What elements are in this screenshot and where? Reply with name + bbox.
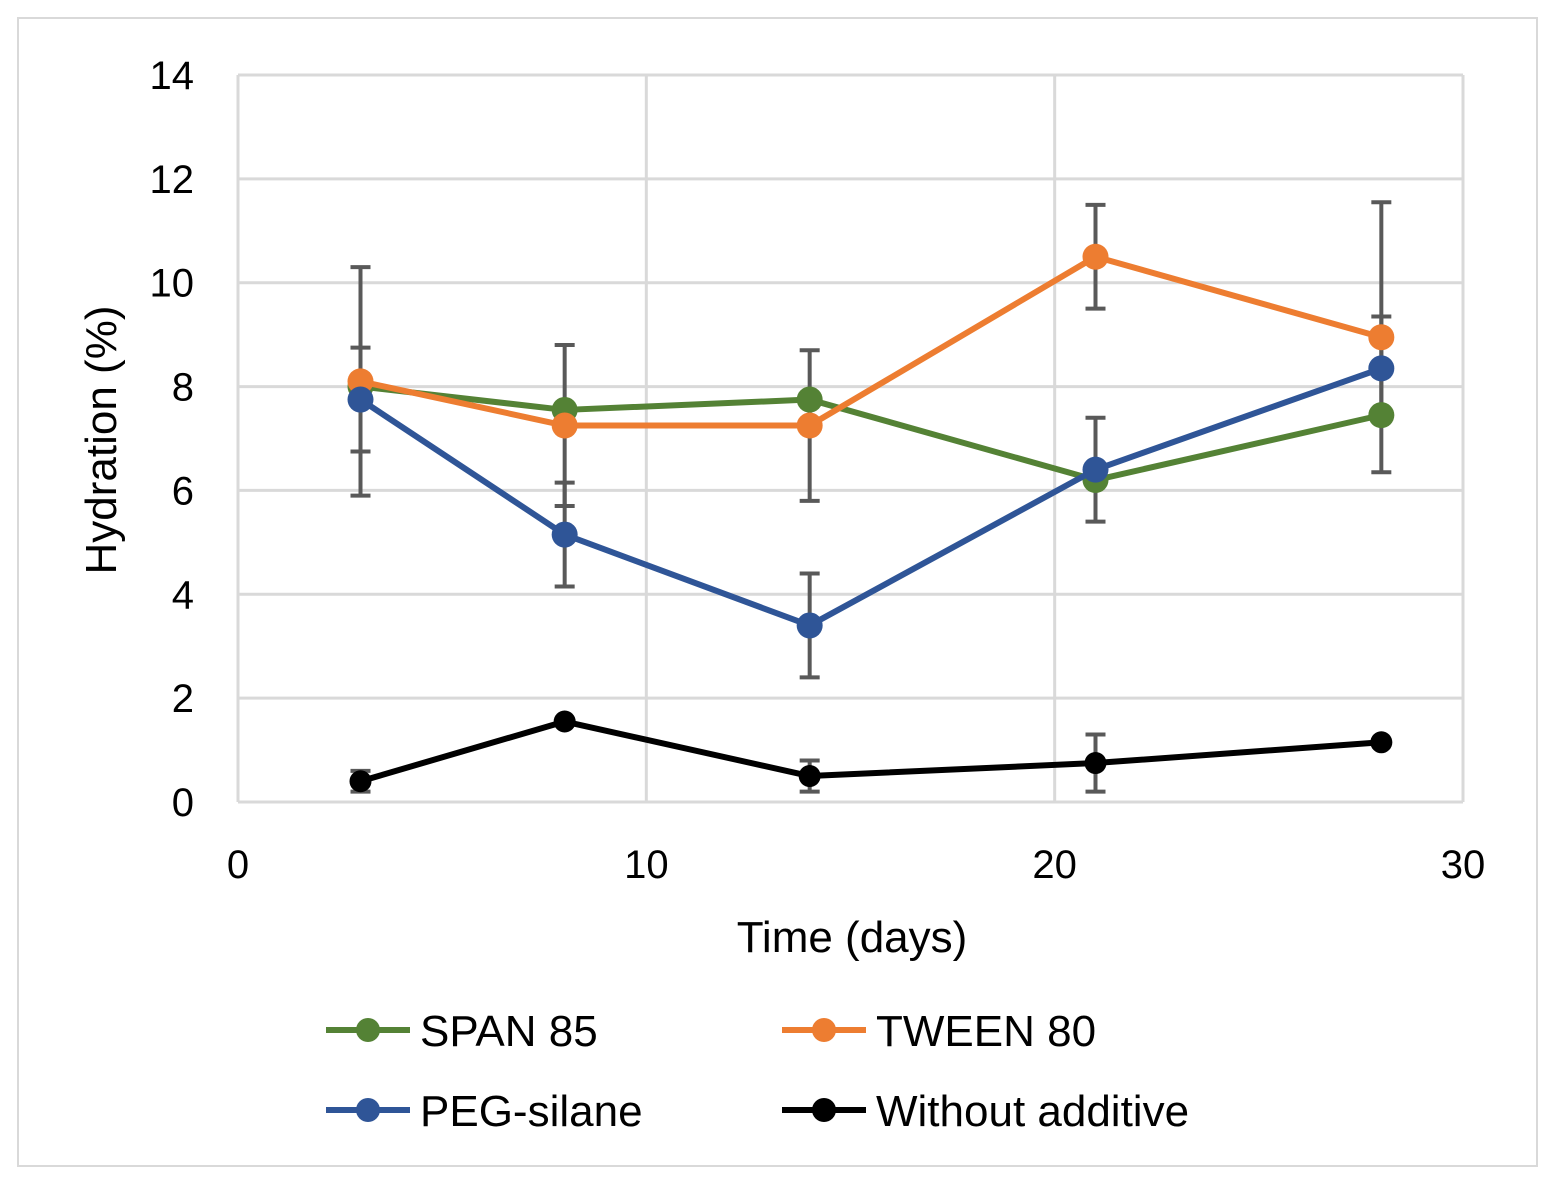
x-axis-title: Time (days) [737, 913, 968, 962]
data-point [1082, 456, 1109, 483]
series-line [360, 383, 1382, 484]
y-tick-label: 6 [172, 469, 194, 513]
data-point [551, 412, 578, 439]
chart-frame [17, 17, 1538, 1167]
y-tick-label: 14 [150, 54, 195, 98]
x-tick-label: 0 [227, 843, 249, 887]
data-point [347, 368, 374, 395]
data-point [1368, 324, 1395, 351]
series-line [359, 718, 1382, 785]
data-point [1084, 752, 1107, 775]
data-point [798, 765, 821, 788]
legend-label: TWEEN 80 [876, 1007, 1096, 1056]
legend: SPAN 85 TWEEN 80 PEG-silane Without additiv… [326, 1007, 1189, 1136]
y-tick-label: 10 [150, 262, 195, 306]
data-point [1370, 731, 1393, 754]
x-tick-label: 30 [1441, 843, 1486, 887]
series-tween-80 [347, 243, 1395, 439]
data-point [796, 612, 823, 639]
legend-label: Without additive [876, 1087, 1189, 1136]
series-layer [347, 243, 1395, 793]
data-point [796, 412, 823, 439]
data-point [1082, 243, 1109, 270]
data-point [551, 521, 578, 548]
y-tick-label: 0 [172, 781, 194, 825]
grid-layer [238, 73, 1465, 802]
y-tick-label: 2 [172, 677, 194, 721]
legend-item: PEG-silane [326, 1087, 643, 1136]
y-tick-label: 4 [172, 573, 194, 617]
legend-item: SPAN 85 [326, 1007, 598, 1056]
legend-label: SPAN 85 [420, 1007, 598, 1056]
data-point [347, 386, 374, 413]
legend-swatch-marker [356, 1098, 380, 1122]
data-point [349, 770, 372, 793]
legend-swatch-marker [812, 1018, 836, 1042]
series-peg-silane [347, 355, 1395, 639]
x-tick-label: 10 [624, 843, 669, 887]
data-point [553, 710, 576, 733]
legend-label: PEG-silane [420, 1087, 643, 1136]
legend-item: TWEEN 80 [782, 1007, 1096, 1056]
data-point [796, 386, 823, 413]
data-point [1368, 355, 1395, 382]
data-point [1368, 402, 1395, 429]
y-tick-label: 8 [172, 366, 194, 410]
legend-swatch-marker [356, 1018, 380, 1042]
axis-layer [236, 75, 1463, 804]
y-axis-title: Hydration (%) [77, 306, 126, 575]
legend-item: Without additive [782, 1087, 1189, 1136]
tick-labels-layer: 0 2 4 6 8 10 12 14 0 10 20 30 [150, 54, 1486, 887]
series-without-additive [349, 710, 1393, 793]
y-tick-label: 12 [150, 158, 195, 202]
x-tick-label: 20 [1032, 843, 1077, 887]
legend-swatch-marker [812, 1098, 836, 1122]
